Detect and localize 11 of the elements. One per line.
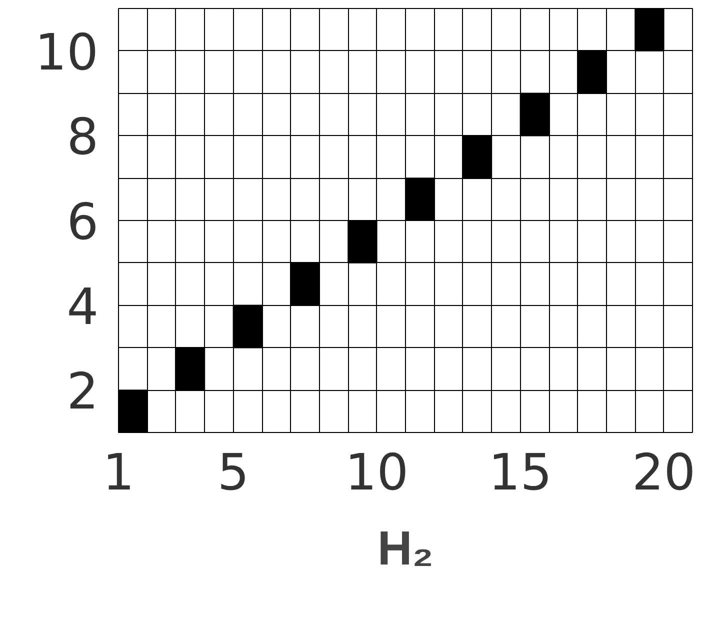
y-tick-label: 2 — [66, 362, 98, 421]
y-tick-label: 6 — [66, 193, 98, 251]
y-tick-label: 10 — [34, 23, 98, 82]
y-tick-label: 8 — [66, 108, 98, 166]
x-tick-label: 20 — [632, 444, 696, 502]
x-tick-label: 1 — [102, 444, 134, 502]
x-tick-label: 5 — [217, 444, 250, 502]
y-tick-label: 4 — [66, 278, 98, 336]
x-axis-title: H₂ — [378, 522, 434, 576]
x-tick-label: 10 — [344, 444, 409, 502]
x-tick-label: 15 — [488, 444, 552, 502]
